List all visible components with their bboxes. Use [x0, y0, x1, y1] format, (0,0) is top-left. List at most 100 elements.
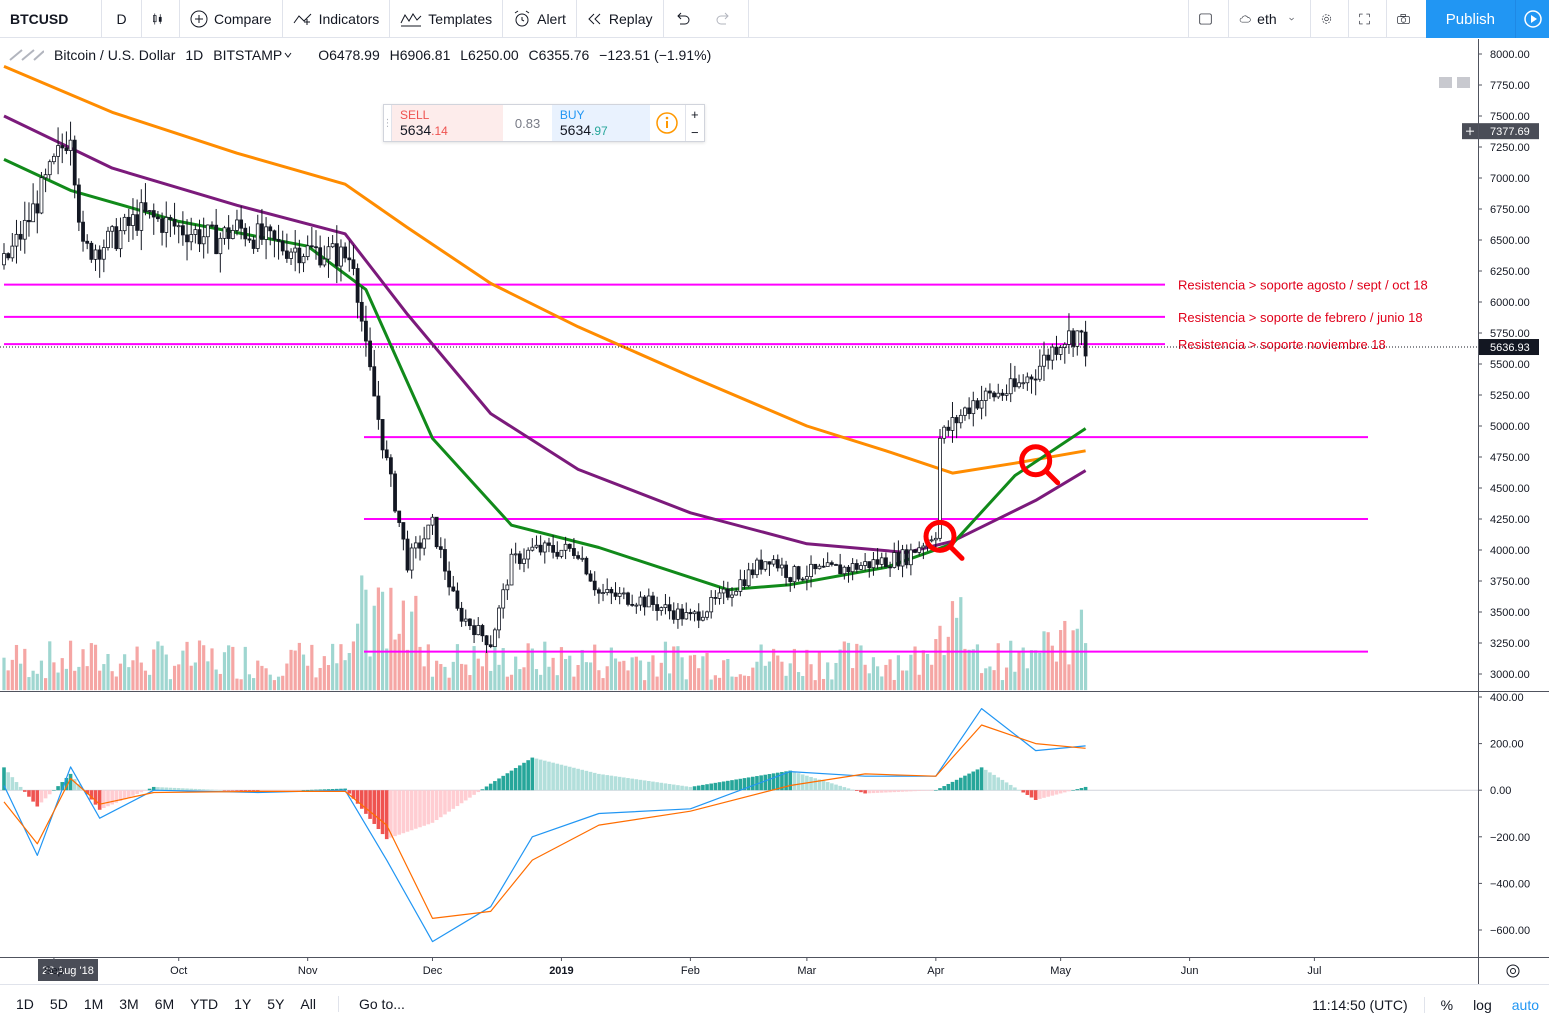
candle — [364, 305, 368, 357]
minus-button[interactable]: − — [690, 124, 699, 140]
range-1d[interactable]: 1D — [16, 996, 34, 1012]
legend-exchange[interactable]: BITSTAMP — [213, 47, 283, 63]
fullscreen-button[interactable] — [1347, 0, 1386, 38]
chart-type-button[interactable] — [142, 0, 180, 38]
price-tick-label: 6750.00 — [1490, 204, 1530, 216]
sell-button[interactable]: SELL 5634.14 — [392, 105, 504, 141]
volume-bar — [193, 662, 197, 691]
volume-bar — [734, 676, 738, 691]
range-6m[interactable]: 6M — [154, 996, 175, 1012]
candle — [1033, 369, 1038, 396]
candle — [1021, 374, 1026, 389]
candle — [151, 203, 156, 235]
candle-body — [1079, 330, 1084, 333]
candle-body — [746, 569, 751, 587]
publish-button[interactable]: Publish — [1425, 0, 1515, 38]
snapshot-button[interactable] — [1385, 0, 1426, 38]
volume-bar — [297, 642, 301, 691]
candle-body — [834, 564, 838, 566]
volume-bar — [98, 670, 102, 691]
macd-histogram-bar — [830, 783, 834, 791]
alert-button[interactable]: Alert — [503, 0, 577, 38]
interval-button[interactable]: D — [102, 0, 142, 38]
candle — [642, 595, 647, 616]
candle-body — [176, 225, 181, 228]
macd-histogram-bar — [56, 786, 60, 791]
macd-histogram-bar — [14, 782, 19, 791]
log-toggle[interactable]: log — [1473, 996, 1492, 1013]
range-5d[interactable]: 5D — [49, 996, 68, 1012]
publish-menu-button[interactable] — [1515, 0, 1549, 38]
candle-body — [93, 249, 98, 260]
volume-bar — [892, 679, 896, 691]
rectangle-icon — [1199, 13, 1212, 25]
candle — [135, 199, 140, 237]
candle-body — [164, 217, 169, 233]
replay-button[interactable]: Replay — [577, 0, 664, 38]
candle-body — [850, 563, 855, 573]
candle — [709, 590, 714, 619]
plus-button[interactable]: + — [690, 106, 699, 122]
time-tick-label: Jun — [1181, 965, 1199, 977]
layout-menu[interactable]: eth — [1227, 0, 1310, 38]
candle — [235, 209, 239, 236]
volume-bar — [264, 668, 268, 691]
info-button[interactable] — [650, 105, 685, 141]
candle-body — [813, 563, 818, 570]
candle-body — [1004, 393, 1009, 396]
macd-histogram-bar — [197, 789, 202, 791]
volume-bar — [301, 654, 306, 691]
candle-body — [738, 579, 743, 592]
redo-button[interactable] — [706, 0, 749, 38]
fullscreen-rect-button[interactable] — [1187, 0, 1228, 38]
candle-body — [505, 584, 510, 591]
volume-bar — [826, 662, 830, 691]
candle — [376, 380, 381, 430]
candle-body — [700, 616, 705, 621]
goto-button[interactable]: Go to... — [337, 996, 413, 1012]
chart-area[interactable]: Resistencia > soporte agosto / sept / oc… — [0, 39, 1549, 984]
volume-bar — [880, 676, 884, 691]
candle-body — [767, 561, 772, 565]
settings-button[interactable] — [1309, 0, 1348, 38]
volume-bar — [143, 670, 148, 691]
macd-histogram-bar — [663, 783, 668, 791]
range-ytd[interactable]: YTD — [190, 996, 219, 1012]
range-1y[interactable]: 1Y — [234, 996, 252, 1012]
candle-body — [659, 607, 664, 611]
range-1m[interactable]: 1M — [83, 996, 104, 1012]
macd-histogram-bar — [601, 774, 605, 791]
auto-toggle[interactable]: auto — [1511, 996, 1539, 1013]
volume-bar — [1046, 632, 1050, 691]
range-5y[interactable]: 5Y — [267, 996, 285, 1012]
undo-button[interactable] — [664, 0, 706, 38]
legend-title[interactable]: Bitcoin / U.S. Dollar — [54, 47, 176, 63]
volume-bar — [717, 677, 722, 691]
compare-button[interactable]: Compare — [180, 0, 283, 38]
percent-toggle[interactable]: % — [1440, 996, 1454, 1013]
volume-bar — [256, 660, 260, 691]
volume-bar — [634, 656, 638, 691]
candle — [788, 576, 793, 592]
candle — [343, 242, 348, 263]
indicators-button[interactable]: Indicators — [283, 0, 391, 38]
macd-histogram-bar — [185, 788, 189, 791]
chevron-down-icon[interactable] — [284, 52, 292, 58]
range-3m[interactable]: 3M — [119, 996, 139, 1012]
candle — [143, 183, 148, 216]
macd-histogram-bar — [817, 779, 822, 791]
templates-button[interactable]: Templates — [390, 0, 504, 38]
macd-histogram-bar — [468, 790, 472, 798]
symbol-search[interactable]: BTCUSD — [0, 0, 102, 38]
macd-histogram-bar — [692, 786, 697, 791]
candle — [796, 565, 801, 582]
candle-body — [484, 635, 489, 646]
clock-time[interactable]: 11:14:50 (UTC) — [1302, 996, 1425, 1013]
macd-histogram-bar — [289, 790, 293, 791]
widget-drag-handle[interactable]: ⋮ — [383, 105, 393, 141]
range-all[interactable]: All — [300, 996, 316, 1012]
candle — [160, 212, 164, 246]
buy-button[interactable]: BUY 5634.97 — [551, 105, 650, 141]
price-tick-label: 3250.00 — [1490, 638, 1530, 650]
candle — [72, 135, 77, 199]
